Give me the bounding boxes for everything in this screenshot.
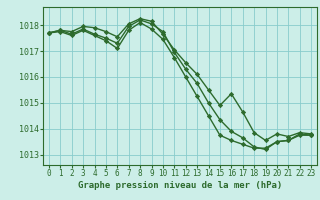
X-axis label: Graphe pression niveau de la mer (hPa): Graphe pression niveau de la mer (hPa) [78,181,282,190]
